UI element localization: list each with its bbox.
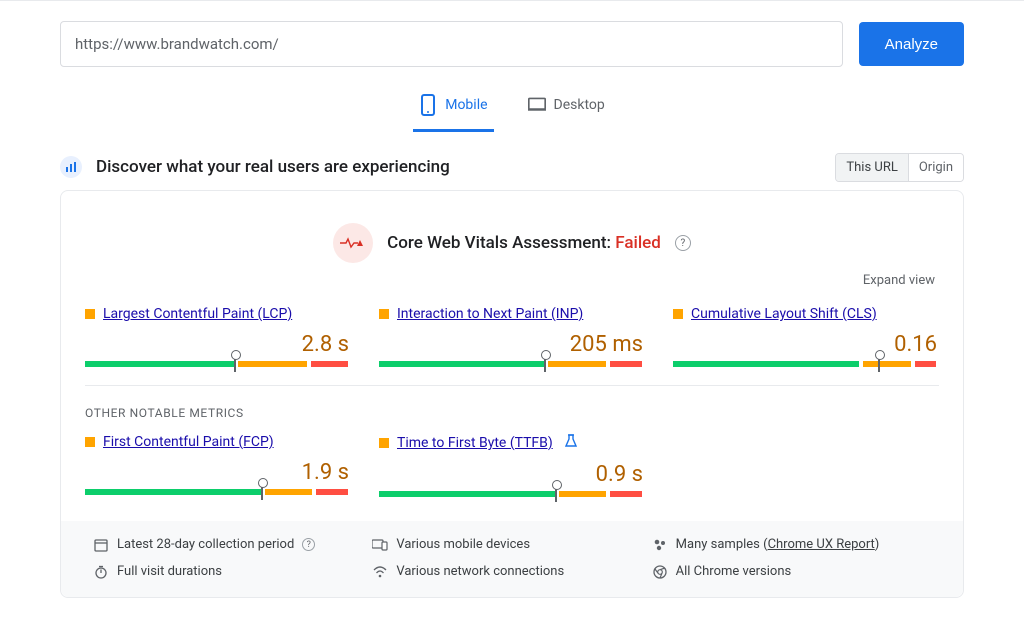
devices-icon xyxy=(372,539,388,551)
device-tabs: Mobile Desktop xyxy=(0,79,1024,132)
metric-title: Largest Contentful Paint (LCP) xyxy=(85,306,351,322)
metric-title: Cumulative Layout Shift (CLS) xyxy=(673,306,939,322)
desktop-icon xyxy=(528,93,546,117)
bar-segment xyxy=(559,491,607,497)
footer-durations: Full visit durations xyxy=(93,564,372,579)
tab-desktop-label: Desktop xyxy=(554,97,605,113)
footer-samples-text: Many samples (Chrome UX Report) xyxy=(676,537,880,552)
metric-ttfb: Time to First Byte (TTFB)0.9 s xyxy=(379,434,645,497)
distribution-bar xyxy=(85,361,351,367)
footer-devices-text: Various mobile devices xyxy=(396,537,530,552)
distribution-bar xyxy=(85,489,351,495)
percentile-marker xyxy=(878,356,880,372)
vitals-card: Core Web Vitals Assessment: Failed ? Exp… xyxy=(60,190,964,598)
stopwatch-icon xyxy=(93,565,109,579)
metric-label-link[interactable]: Interaction to Next Paint (INP) xyxy=(397,306,583,322)
bar-segment xyxy=(316,489,348,495)
mobile-icon xyxy=(419,93,437,117)
analyze-button[interactable]: Analyze xyxy=(859,22,964,66)
metric-inp: Interaction to Next Paint (INP)205 ms xyxy=(379,306,645,367)
metric-value: 2.8 s xyxy=(85,322,351,361)
footer-samples: Many samples (Chrome UX Report) xyxy=(652,537,931,552)
bar-segment xyxy=(610,491,642,497)
crux-link[interactable]: Chrome UX Report xyxy=(768,537,875,552)
calendar-icon xyxy=(93,538,109,552)
metric-title: Time to First Byte (TTFB) xyxy=(379,434,645,452)
footer-durations-text: Full visit durations xyxy=(117,564,222,579)
metric-value: 205 ms xyxy=(379,322,645,361)
footer-devices: Various mobile devices xyxy=(372,537,651,552)
samples-icon xyxy=(652,538,668,552)
metric-title: First Contentful Paint (FCP) xyxy=(85,434,351,450)
footer-network: Various network connections xyxy=(372,564,651,579)
bar-segment xyxy=(379,491,555,497)
status-square-icon xyxy=(85,309,95,319)
percentile-marker xyxy=(555,486,557,502)
metric-lcp: Largest Contentful Paint (LCP)2.8 s xyxy=(85,306,351,367)
tab-desktop[interactable]: Desktop xyxy=(522,83,611,132)
footer-period: Latest 28-day collection period ? xyxy=(93,537,372,552)
assessment-prefix: Core Web Vitals Assessment: xyxy=(387,233,615,253)
bar-segment xyxy=(863,361,911,367)
pulse-icon xyxy=(333,223,373,263)
metric-label-link[interactable]: Cumulative Layout Shift (CLS) xyxy=(691,306,877,322)
bar-segment xyxy=(548,361,607,367)
core-metrics: Largest Contentful Paint (LCP)2.8 s Inter… xyxy=(85,306,939,386)
metric-fcp: First Contentful Paint (FCP)1.9 s xyxy=(85,434,351,497)
url-input[interactable]: https://www.brandwatch.com/ xyxy=(60,21,843,67)
expand-view[interactable]: Expand view xyxy=(85,267,939,306)
distribution-bar xyxy=(379,491,645,497)
scope-origin[interactable]: Origin xyxy=(908,154,963,181)
assessment-status: Failed xyxy=(615,233,661,253)
footer-versions: All Chrome versions xyxy=(652,564,931,579)
network-icon xyxy=(372,566,388,578)
section-header: Discover what your real users are experi… xyxy=(0,132,1024,190)
gauge-icon xyxy=(60,156,82,178)
tab-mobile[interactable]: Mobile xyxy=(413,83,493,132)
url-row: https://www.brandwatch.com/ Analyze xyxy=(0,1,1024,79)
assessment-text: Core Web Vitals Assessment: Failed xyxy=(387,233,661,253)
chrome-icon xyxy=(652,565,668,579)
tab-mobile-label: Mobile xyxy=(445,97,487,113)
percentile-marker xyxy=(261,484,263,500)
section-title: Discover what your real users are experi… xyxy=(96,157,450,177)
distribution-bar xyxy=(673,361,939,367)
metric-value: 0.16 xyxy=(673,322,939,361)
footer-network-text: Various network connections xyxy=(396,564,564,579)
bar-segment xyxy=(915,361,936,367)
percentile-marker xyxy=(544,356,546,372)
bar-segment xyxy=(610,361,642,367)
bar-segment xyxy=(673,361,859,367)
metric-title: Interaction to Next Paint (INP) xyxy=(379,306,645,322)
bar-segment xyxy=(85,361,234,367)
metric-value: 1.9 s xyxy=(85,450,351,489)
status-square-icon xyxy=(379,309,389,319)
status-square-icon xyxy=(85,437,95,447)
help-icon[interactable]: ? xyxy=(302,538,315,551)
bar-segment xyxy=(379,361,544,367)
metric-value: 0.9 s xyxy=(379,452,645,491)
bar-segment xyxy=(85,489,261,495)
bar-segment xyxy=(265,489,313,495)
footer-period-text: Latest 28-day collection period xyxy=(117,537,294,552)
distribution-bar xyxy=(379,361,645,367)
metric-label-link[interactable]: Time to First Byte (TTFB) xyxy=(397,435,553,451)
other-metrics: First Contentful Paint (FCP)1.9 s Time to… xyxy=(85,434,939,521)
flask-icon xyxy=(565,434,577,452)
scope-toggle: This URL Origin xyxy=(835,153,964,182)
status-square-icon xyxy=(673,309,683,319)
bar-segment xyxy=(311,361,348,367)
status-square-icon xyxy=(379,438,389,448)
percentile-marker xyxy=(234,356,236,372)
metric-label-link[interactable]: First Contentful Paint (FCP) xyxy=(103,434,274,450)
metric-cls: Cumulative Layout Shift (CLS)0.16 xyxy=(673,306,939,367)
metric-label-link[interactable]: Largest Contentful Paint (LCP) xyxy=(103,306,292,322)
help-icon[interactable]: ? xyxy=(675,235,691,251)
scope-this-url[interactable]: This URL xyxy=(836,154,907,181)
card-footer: Latest 28-day collection period ? Variou… xyxy=(61,521,963,597)
assessment-row: Core Web Vitals Assessment: Failed ? xyxy=(85,215,939,267)
bar-segment xyxy=(238,361,307,367)
other-metrics-heading: OTHER NOTABLE METRICS xyxy=(85,386,939,434)
footer-versions-text: All Chrome versions xyxy=(676,564,792,579)
